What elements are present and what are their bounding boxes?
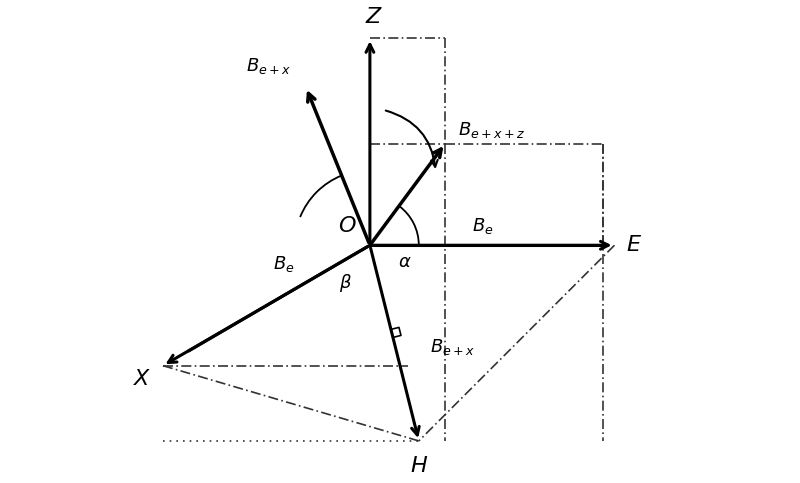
Text: $\beta$: $\beta$ [339, 271, 352, 294]
Text: $Z$: $Z$ [365, 7, 382, 27]
Text: $O$: $O$ [338, 216, 357, 236]
Text: $B_e$: $B_e$ [472, 216, 494, 236]
Text: $H$: $H$ [410, 456, 428, 476]
Text: $B_{e+x+z}$: $B_{e+x+z}$ [458, 120, 526, 141]
Text: $B_{e+x}$: $B_{e+x}$ [430, 337, 475, 357]
Text: $B_{e+x}$: $B_{e+x}$ [246, 56, 291, 76]
Text: $\alpha$: $\alpha$ [398, 253, 412, 271]
Text: $E$: $E$ [626, 235, 642, 255]
Text: $B_e$: $B_e$ [273, 254, 294, 274]
Text: $X$: $X$ [133, 369, 152, 389]
